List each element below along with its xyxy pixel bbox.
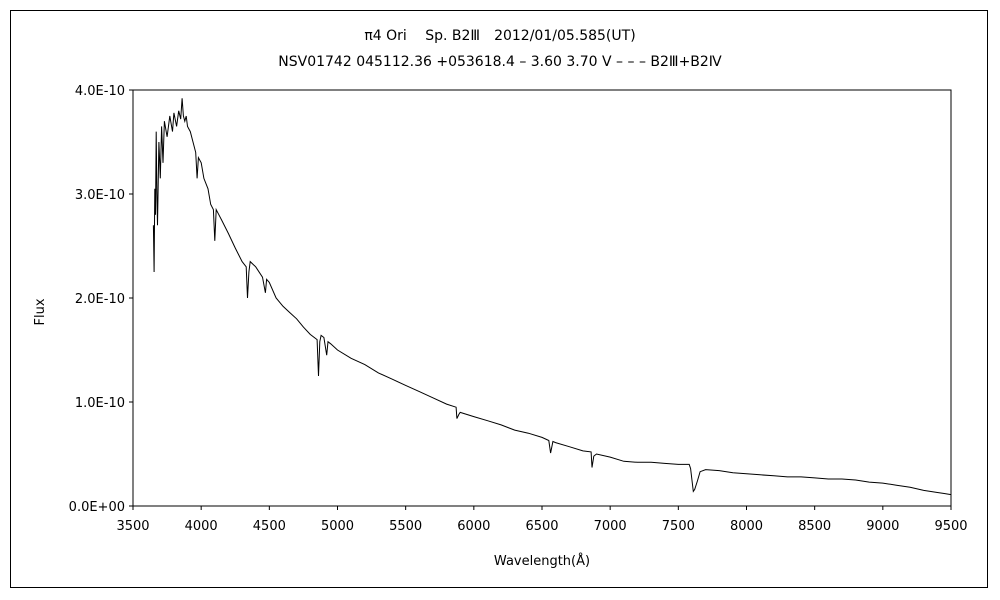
x-axis: 3500 4000 4500 5000 5500 6000 6500 7000 7500 8000… [116,506,968,534]
x-tick-label: 4500 [253,519,286,534]
x-tick-label: 7000 [594,519,627,534]
x-tick-label: 3500 [116,519,149,534]
chart-subtitle: NSV01742 045112.36 +053618.4 – 3.60 3.70… [278,54,722,70]
plot-area [132,89,952,507]
x-tick-label: 8500 [798,519,831,534]
y-tick-label: 1.0E-10 [75,396,125,411]
y-tick-label: 4.0E-10 [75,84,125,99]
x-axis-label: Wavelength(Å) [494,553,590,569]
x-tick-label: 9000 [866,519,899,534]
x-tick-label: 5000 [321,519,354,534]
y-tick-label: 0.0E+00 [69,500,125,515]
x-tick-label: 9500 [934,519,967,534]
x-tick-label: 6500 [525,519,558,534]
x-tick-label: 5500 [389,519,422,534]
x-tick-label: 6000 [457,519,490,534]
x-tick-label: 8000 [730,519,763,534]
y-tick-label: 3.0E-10 [75,188,125,203]
y-tick-label: 2.0E-10 [75,292,125,307]
y-axis-label: Flux [33,298,48,325]
x-tick-label: 4000 [185,519,218,534]
y-axis: 0.0E+00 1.0E-10 2.0E-10 3.0E-10 4.0E-10 [69,84,133,515]
spectrum-series-line [152,98,952,496]
chart-title: π4 Ori Sp. B2Ⅲ 2012/01/05.585(UT) [364,28,635,44]
x-tick-label: 7500 [662,519,695,534]
